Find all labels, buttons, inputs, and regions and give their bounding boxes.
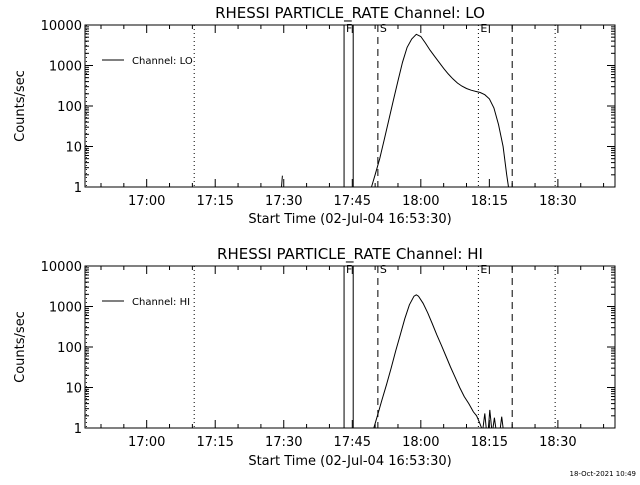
y-tick-label: 10 (65, 141, 82, 156)
x-tick-label: 17:00 (128, 435, 165, 450)
y-axis-label: Counts/sec (13, 70, 28, 142)
x-tick-label: 17:00 (128, 194, 165, 209)
timestamp-label: 18-Oct-2021 10:49 (569, 470, 636, 478)
x-axis-label: Start Time (02-Jul-04 16:53:30) (248, 454, 451, 469)
x-tick-label: 17:45 (334, 194, 371, 209)
legend-label: Channel: HI (132, 297, 190, 308)
series-line (371, 33, 509, 188)
y-tick-label: 100 (57, 341, 82, 356)
x-tick-label: 17:15 (196, 435, 233, 450)
y-axis-label: Counts/sec (13, 311, 28, 383)
y-tick-label: 10 (65, 382, 82, 397)
y-tick-label: 1 (74, 181, 82, 196)
y-tick-label: 10000 (41, 19, 82, 34)
time-marker-label: E (480, 263, 487, 276)
x-tick-label: 18:30 (539, 435, 576, 450)
series-line (499, 416, 504, 429)
chart-title: RHESSI PARTICLE_RATE Channel: LO (215, 4, 485, 23)
y-tick-label: 1000 (49, 301, 82, 316)
y-tick-label: 1000 (49, 60, 82, 75)
series-line (482, 413, 487, 429)
legend-label: Channel: LO (132, 56, 193, 67)
time-marker-label: S (380, 22, 387, 35)
x-tick-label: 18:00 (402, 435, 439, 450)
x-tick-label: 18:15 (471, 194, 508, 209)
x-tick-label: 17:30 (265, 435, 302, 450)
x-tick-label: 17:30 (265, 194, 302, 209)
y-tick-label: 1 (74, 422, 82, 437)
y-tick-label: 10000 (41, 260, 82, 275)
x-axis-label: Start Time (02-Jul-04 16:53:30) (248, 212, 451, 227)
x-tick-label: 17:15 (196, 194, 233, 209)
x-tick-label: 18:15 (471, 435, 508, 450)
time-marker-label: E (480, 22, 487, 35)
x-tick-label: 17:45 (334, 435, 371, 450)
series-line (281, 175, 283, 188)
time-marker-label: S (380, 263, 387, 276)
x-tick-label: 18:00 (402, 194, 439, 209)
time-marker-label: F (346, 22, 352, 35)
chart-title: RHESSI PARTICLE_RATE Channel: HI (217, 245, 483, 264)
series-line (492, 417, 497, 429)
y-tick-label: 100 (57, 100, 82, 115)
x-tick-label: 18:30 (539, 194, 576, 209)
series-line (373, 294, 483, 429)
time-marker-label: F (346, 263, 352, 276)
series-line (487, 409, 493, 429)
